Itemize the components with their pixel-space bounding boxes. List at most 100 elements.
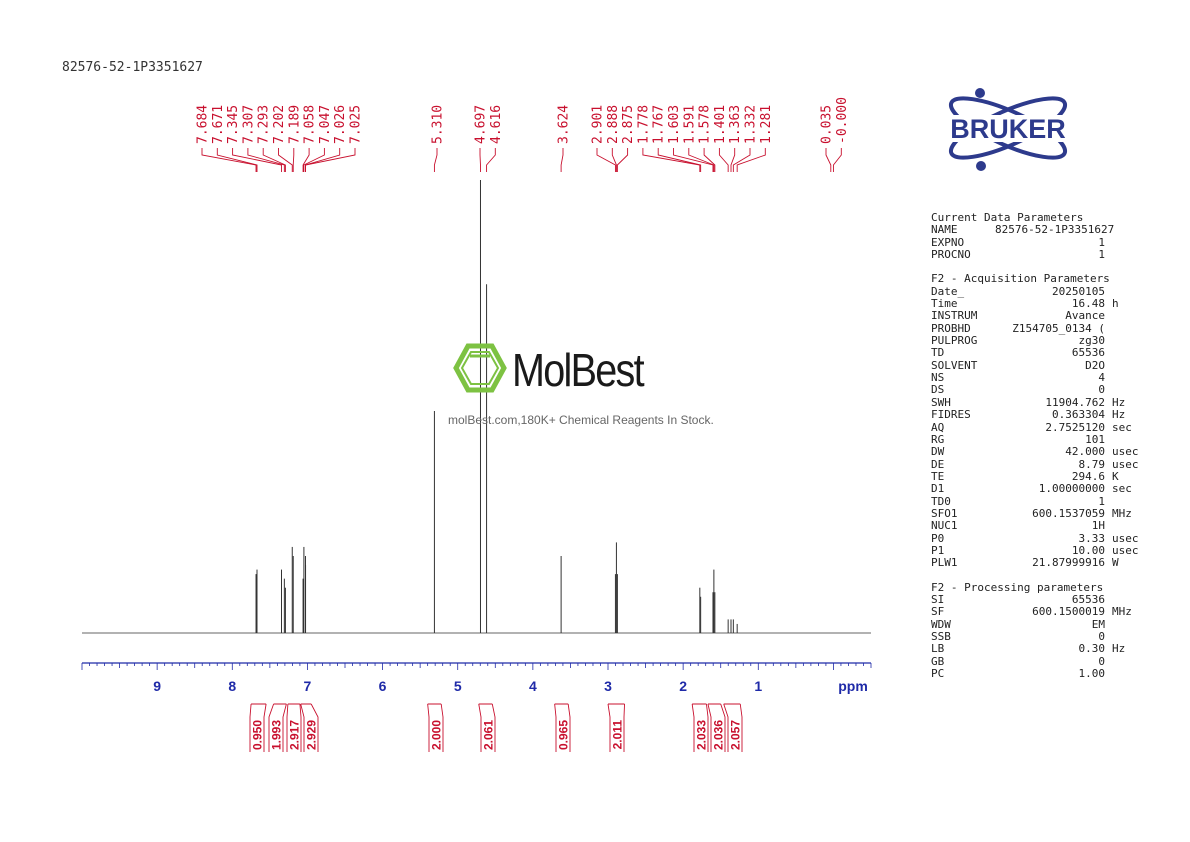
param-key: TD0: [931, 494, 951, 508]
param-value: Z154705_0134 (: [1012, 321, 1105, 335]
param-group-title: F2 - Processing parameters: [931, 580, 1104, 594]
param-value: 1: [1098, 494, 1105, 508]
integral-value: 2.929: [305, 720, 319, 750]
param-value: 82576-52-1P3351627: [995, 223, 1115, 237]
param-unit: [1105, 520, 1112, 532]
param-key: DS: [931, 383, 945, 397]
param-unit: [1105, 384, 1112, 396]
peak-label: 0.035: [820, 105, 835, 144]
peak-label: 7.025: [349, 105, 364, 144]
param-key: PROBHD: [931, 321, 971, 335]
param-group: Current Data Parameters NAME 82576-52-1P33…: [931, 211, 1146, 261]
integral-connector: [300, 703, 305, 752]
integral-connector: [282, 703, 287, 752]
param-value: 65536: [1071, 346, 1105, 360]
param-value: 4: [1098, 371, 1105, 385]
peak-label: 1.603: [667, 105, 682, 144]
param-row: Time 16.48 h: [931, 297, 1146, 311]
param-key: D1: [931, 482, 945, 496]
integral-connector: [705, 703, 709, 752]
peak-label: 7.684: [196, 105, 211, 144]
integral-connector: [440, 703, 444, 752]
param-unit: usec: [1112, 445, 1139, 459]
param-unit: [1105, 335, 1112, 347]
param-row: EXPNO 1: [931, 236, 1146, 249]
peak-label: 1.578: [698, 105, 713, 144]
param-unit: [1105, 249, 1112, 261]
param-key: SFO1: [931, 506, 958, 520]
param-row: DW 42.000 usec: [931, 445, 1146, 459]
param-value: 1.00: [1078, 667, 1106, 681]
param-row: AQ 2.7525120 sec: [931, 420, 1146, 434]
param-row: DE 8.79 usec: [931, 458, 1146, 471]
peak-label-connector: [216, 148, 258, 172]
x-tick-label: 1: [754, 678, 762, 694]
peak-label: 7.307: [241, 105, 256, 144]
peak-label: 7.189: [287, 105, 302, 144]
param-key: WDW: [931, 617, 951, 631]
integral-value: 0.950: [251, 720, 265, 750]
peak-label: 7.026: [333, 105, 348, 144]
integral-value: 2.000: [430, 720, 444, 750]
param-value: D2O: [1085, 358, 1105, 372]
integral-connector: [478, 703, 482, 752]
param-value: 2.7525120: [1045, 420, 1105, 434]
peak-label: 4.697: [474, 105, 489, 144]
param-value: 0.30: [1078, 642, 1106, 656]
parameters-panel: Current Data Parameters NAME 82576-52-1P33…: [931, 211, 1146, 692]
integral-layer: 0.950 1.993 2.917 2.929 2.000 2.061 0.965 2.011…: [249, 703, 743, 752]
param-row: P0 3.33 usec: [931, 531, 1146, 545]
param-key: RG: [931, 432, 945, 446]
param-row: GB 0: [931, 654, 1146, 668]
spectrum-layer: [82, 180, 871, 634]
param-unit: K: [1112, 469, 1119, 483]
x-tick-label: 6: [379, 678, 387, 694]
param-value: 294.6: [1071, 469, 1105, 483]
param-row: D1 1.00000000 sec: [931, 482, 1146, 496]
param-unit: [1105, 237, 1112, 249]
peak-label-connector: [718, 148, 729, 172]
param-key: DW: [931, 445, 945, 459]
param-key: Time: [931, 297, 958, 311]
param-key: P0: [931, 531, 945, 545]
param-row: SOLVENT D2O: [931, 358, 1146, 372]
param-unit: Hz: [1112, 408, 1126, 422]
integral-value: 2.036: [712, 720, 726, 750]
integral-connector: [691, 703, 695, 752]
param-value: 0: [1098, 654, 1105, 668]
peak-label: 7.202: [272, 105, 287, 144]
integral-connector: [249, 703, 252, 752]
integral-connector: [491, 703, 496, 752]
param-unit: MHz: [1112, 506, 1132, 520]
param-value: 16.48: [1071, 297, 1105, 311]
param-value: zg30: [1078, 334, 1106, 348]
param-value: 10.00: [1071, 543, 1105, 557]
param-key: LB: [931, 642, 945, 656]
param-unit: Hz: [1112, 395, 1126, 409]
integral-connector: [286, 703, 289, 752]
peak-label: 7.345: [226, 105, 241, 144]
param-group: F2 - Processing parameters SI 65536 SF 600.1…: [931, 580, 1146, 681]
peak-label: 1.401: [713, 105, 728, 144]
param-unit: [1105, 286, 1112, 298]
integral-value: 2.061: [482, 720, 496, 750]
param-value: 0: [1098, 630, 1105, 643]
peak-label: 1.363: [728, 105, 743, 144]
param-unit: h: [1112, 297, 1119, 311]
param-row: SI 65536: [931, 592, 1146, 606]
param-value: 65536: [1071, 592, 1105, 606]
param-unit: sec: [1112, 420, 1132, 434]
param-key: SI: [931, 592, 945, 606]
x-axis: 9 8 7 6 5 4 3 2 1 ppm: [81, 662, 872, 694]
peak-label: 3.624: [557, 105, 572, 144]
peak-label: 2.888: [606, 105, 621, 144]
peak-label-connector: [657, 148, 702, 172]
param-value: 3.33: [1078, 531, 1106, 545]
param-value: 101: [1085, 432, 1105, 446]
peak-label-connector: [303, 148, 325, 172]
peak-label: 7.671: [211, 105, 226, 144]
integral-value: 2.917: [288, 720, 302, 750]
param-unit: [1105, 594, 1112, 606]
integral-value: 2.011: [611, 720, 625, 750]
param-row: SFO1 600.1537059 MHz: [931, 506, 1146, 520]
